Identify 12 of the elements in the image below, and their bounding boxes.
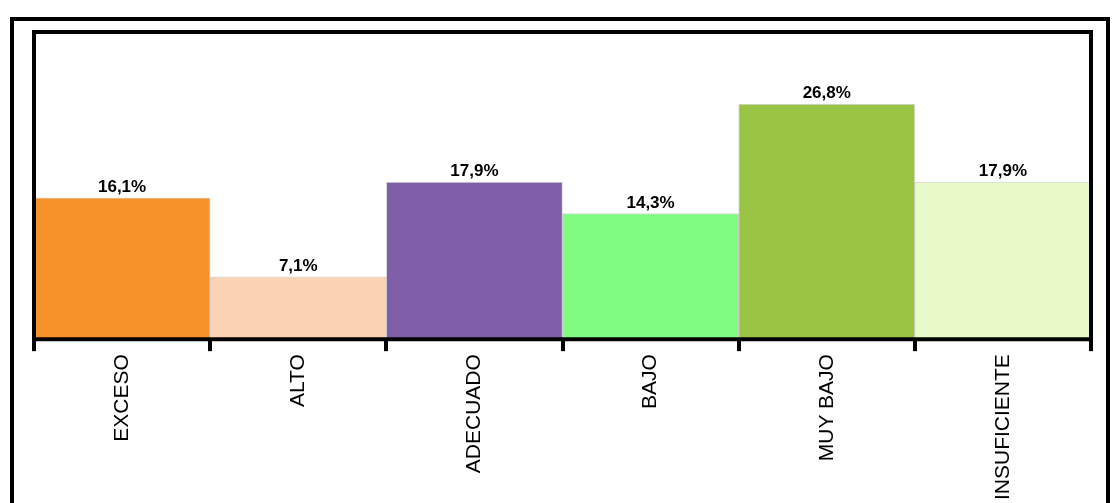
- x-tick-label: EXCESO: [108, 354, 132, 442]
- data-label: 7,1%: [278, 256, 318, 276]
- x-tick-label: ADECUADO: [461, 354, 485, 474]
- data-label: 14,3%: [626, 192, 675, 212]
- x-tick-label: ALTO: [285, 354, 309, 408]
- x-tick-label: BAJO: [637, 354, 661, 410]
- x-tick-label: MUY BAJO: [813, 354, 837, 462]
- data-label: 17,9%: [978, 161, 1028, 181]
- data-label: 16,1%: [97, 177, 147, 197]
- x-tick-label: INSUFICIENTE: [989, 354, 1013, 500]
- data-label: 26,8%: [802, 83, 851, 103]
- data-label: 17,9%: [450, 161, 499, 181]
